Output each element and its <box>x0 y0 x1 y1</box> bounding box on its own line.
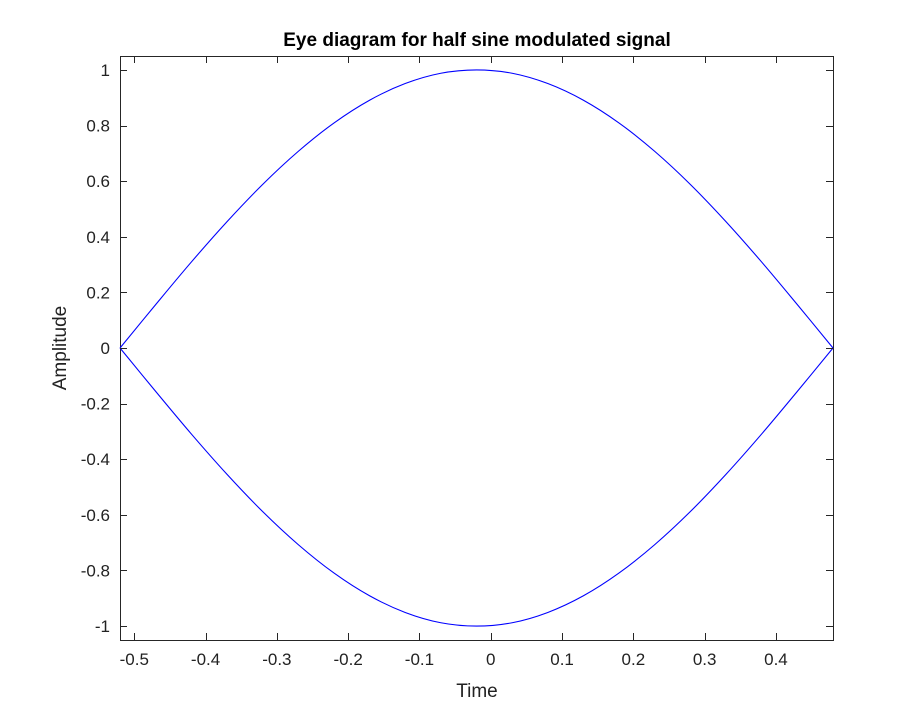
chart-title: Eye diagram for half sine modulated sign… <box>283 30 670 51</box>
y-axis-ticks: 1 0.8 0.6 0.4 0.2 0 -0.2 -0.4 -0.6 -0.8 -1 <box>81 61 833 636</box>
y-tick-label: -0.2 <box>81 395 110 414</box>
y-tick-label: 0.6 <box>86 172 110 191</box>
y-tick-label: -0.6 <box>81 506 110 525</box>
x-axis-ticks: -0.5 -0.4 -0.3 -0.2 -0.1 0 0.1 0.2 0.3 0.4 <box>120 56 788 669</box>
y-tick-label: -0.8 <box>81 561 110 580</box>
x-tick-label: -0.3 <box>262 650 291 669</box>
y-tick-label: 1 <box>101 61 110 80</box>
y-tick-label: 0 <box>101 339 110 358</box>
y-tick-label: 0.8 <box>86 117 110 136</box>
x-tick-label: -0.2 <box>334 650 363 669</box>
axes-frame <box>120 56 834 641</box>
plot-area: -0.5 -0.4 -0.3 -0.2 -0.1 0 0.1 0.2 0.3 0.4 1 0.8 0.… <box>81 56 834 669</box>
series-line-2 <box>119 347 834 627</box>
y-tick-label: 0.2 <box>86 283 110 302</box>
x-tick-label: 0.3 <box>693 650 717 669</box>
y-tick-label: -0.4 <box>81 450 110 469</box>
x-tick-label: 0 <box>486 650 495 669</box>
x-axis-label: Time <box>456 681 498 702</box>
series-line-1 <box>119 69 834 349</box>
x-tick-label: -0.5 <box>120 650 149 669</box>
curves <box>119 69 834 627</box>
y-tick-label: 0.4 <box>86 228 110 247</box>
x-tick-label: -0.1 <box>405 650 434 669</box>
y-tick-label: -1 <box>95 617 110 636</box>
x-tick-label: 0.2 <box>622 650 646 669</box>
y-axis-label: Amplitude <box>50 306 71 391</box>
x-tick-label: 0.1 <box>550 650 574 669</box>
x-tick-label: -0.4 <box>191 650 220 669</box>
x-tick-label: 0.4 <box>764 650 788 669</box>
